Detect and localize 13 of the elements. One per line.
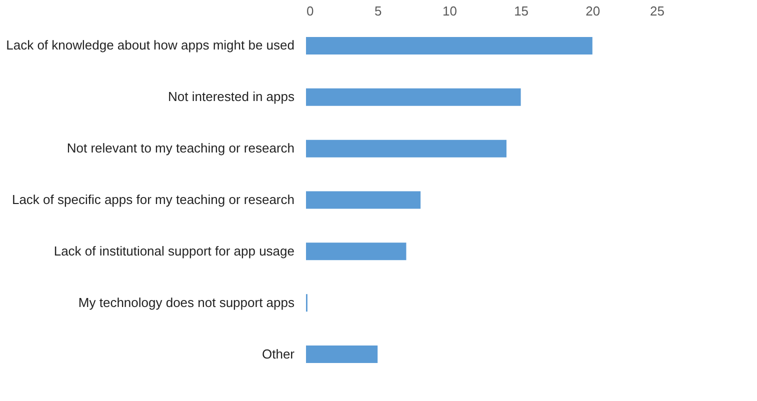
y-tick-label: Not interested in apps <box>168 89 295 104</box>
y-tick-label: Lack of institutional support for app usage <box>54 243 294 258</box>
y-tick-label: Lack of knowledge about how apps might be used <box>6 38 294 53</box>
y-tick-label: My technology does not support apps <box>78 294 295 310</box>
x-tick-label: 10 <box>442 4 457 18</box>
x-tick-label: 25 <box>650 4 664 18</box>
x-tick-label: 15 <box>514 4 529 18</box>
x-tick-label: 20 <box>586 4 600 18</box>
y-tick-label: Lack of specific apps for my teaching or research <box>12 192 294 207</box>
x-tick-label: 5 <box>374 4 382 18</box>
x-tick-label: 0 <box>306 4 314 18</box>
y-tick-label: Not relevant to my teaching or research <box>66 140 294 156</box>
y-tick-label: Other <box>262 346 296 362</box>
